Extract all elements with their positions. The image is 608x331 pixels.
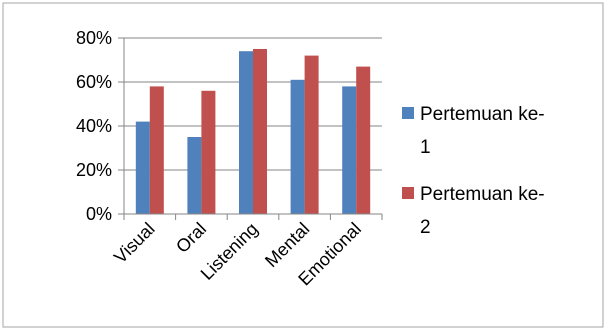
bar bbox=[356, 66, 371, 214]
bar bbox=[290, 79, 305, 214]
bar bbox=[342, 86, 357, 214]
legend: Pertemuan ke- 1 Pertemuan ke- 2 bbox=[402, 104, 545, 238]
y-tick-label: 40% bbox=[76, 116, 112, 136]
bar bbox=[304, 55, 319, 214]
bar bbox=[149, 86, 164, 214]
y-tick-label: 80% bbox=[76, 28, 112, 48]
x-axis bbox=[123, 38, 382, 215]
bar bbox=[135, 121, 150, 214]
bars bbox=[135, 49, 371, 215]
y-axis-ticks: 0% 20% 40% 60% 80% bbox=[76, 28, 124, 224]
bar bbox=[239, 51, 253, 215]
legend-label: Pertemuan ke- bbox=[420, 184, 545, 205]
bar bbox=[187, 137, 202, 214]
legend-label: 2 bbox=[420, 217, 431, 238]
y-tick-label: 20% bbox=[76, 160, 112, 180]
legend-label: 1 bbox=[420, 137, 431, 158]
bar bbox=[201, 90, 216, 214]
y-tick-label: 0% bbox=[86, 204, 112, 224]
bar bbox=[253, 49, 267, 214]
y-tick-label: 60% bbox=[76, 72, 112, 92]
legend-label: Pertemuan ke- bbox=[420, 104, 545, 125]
legend-swatch bbox=[402, 107, 414, 119]
legend-swatch bbox=[402, 187, 414, 199]
